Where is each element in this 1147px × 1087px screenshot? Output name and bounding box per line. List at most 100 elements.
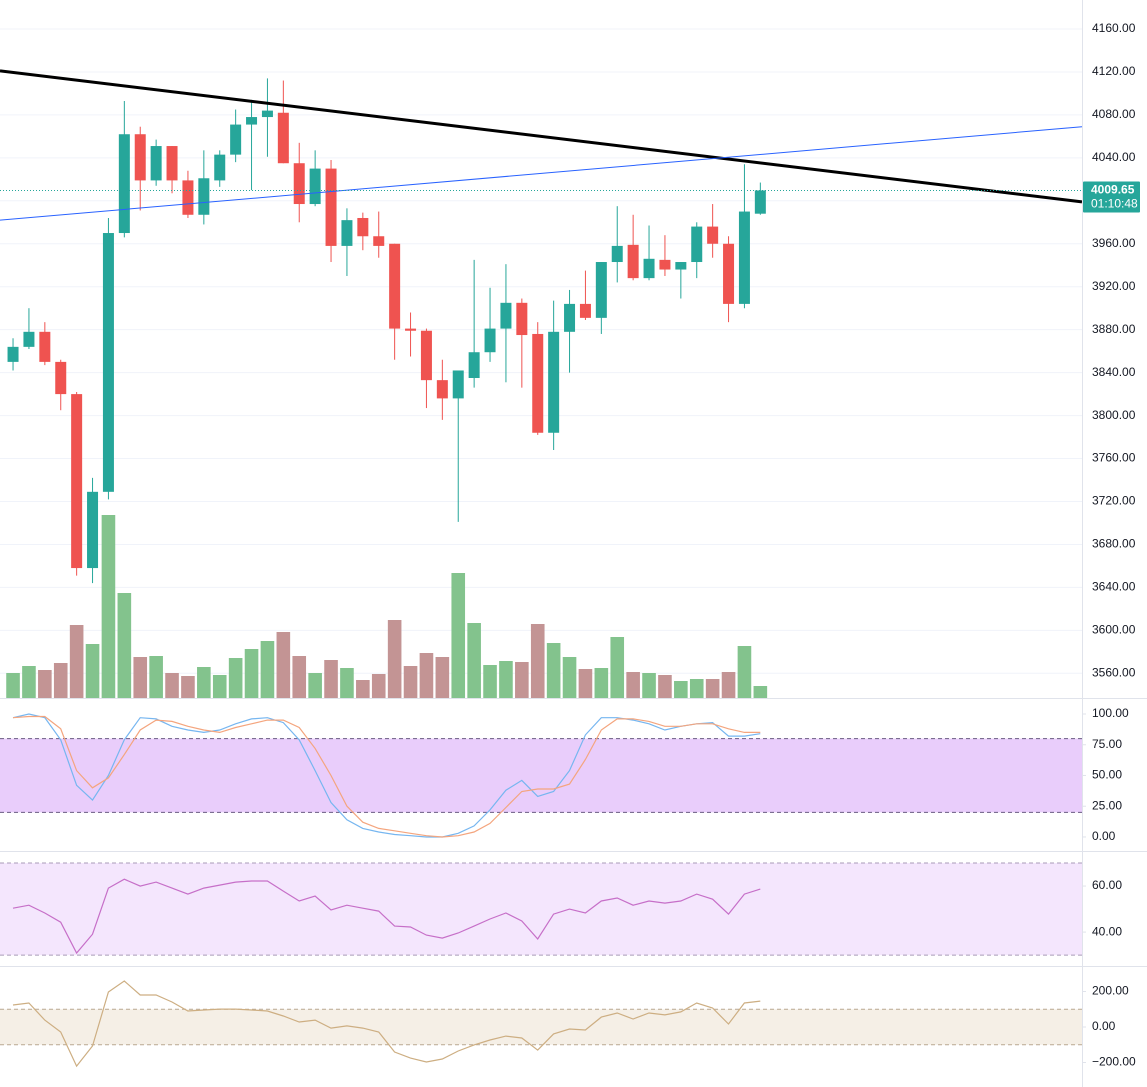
candle-body: [468, 352, 480, 378]
volume-bar: [356, 680, 370, 698]
candle-body: [198, 178, 210, 215]
volume-bar: [133, 657, 148, 698]
volume-bar: [578, 669, 593, 698]
volume-bar: [610, 637, 625, 698]
candle-body: [309, 168, 321, 205]
candle-body: [500, 302, 512, 329]
y-tick-label: 75.00: [1092, 737, 1122, 751]
volume-bar: [149, 656, 163, 698]
y-tick-label: 4040.00: [1092, 150, 1136, 164]
y-tick-label: 0.00: [1092, 829, 1116, 843]
candle-body: [55, 361, 67, 395]
indicator-line: [12, 713, 761, 838]
trend-line: [0, 69, 1083, 204]
volume-bar: [594, 668, 609, 698]
y-tick-label: 4120.00: [1092, 64, 1136, 78]
volume-bar: [340, 668, 354, 698]
candle-body: [643, 258, 655, 279]
volume-bar: [642, 673, 656, 698]
candle-body: [707, 226, 719, 244]
candle-body: [230, 124, 242, 155]
volume-bar: [515, 662, 529, 698]
y-tick-label: 3720.00: [1092, 494, 1136, 508]
candle-body: [484, 328, 496, 353]
volume-bar: [85, 644, 100, 698]
candle-body: [595, 262, 607, 318]
volume-bar: [499, 661, 513, 698]
last-price-box: [1083, 181, 1140, 213]
volume-bar: [181, 676, 195, 698]
volume-bar: [530, 624, 545, 698]
candle-body: [134, 134, 146, 181]
last-price-label: 4009.65: [1091, 183, 1135, 197]
volume-bar: [6, 673, 20, 698]
volume-bar: [292, 656, 307, 698]
candle-body: [548, 331, 560, 433]
indicator-line: [12, 715, 761, 838]
volume-bar: [705, 679, 720, 698]
volume-bar: [403, 666, 418, 698]
plot-area: [0, 28, 1083, 1068]
y-tick-label: 50.00: [1092, 768, 1122, 782]
y-tick-label: 25.00: [1092, 798, 1122, 812]
candle-body: [532, 333, 544, 433]
candle-body: [659, 259, 671, 270]
trend-line: [0, 126, 1083, 221]
candle-body: [325, 168, 337, 246]
candle-body: [71, 394, 83, 569]
volume-bar: [38, 670, 52, 698]
candle-body: [754, 190, 766, 214]
volume-bar: [674, 681, 688, 698]
y-tick-label: 4160.00: [1092, 21, 1136, 35]
y-tick-label: 3640.00: [1092, 580, 1136, 594]
candle-body: [373, 236, 385, 246]
indicator-band: [0, 738, 1082, 813]
y-tick-label: 4080.00: [1092, 107, 1136, 121]
volume-bar: [244, 649, 259, 698]
candle-body: [277, 112, 289, 164]
volume-bar: [435, 657, 450, 698]
countdown-label: 01:10:48: [1091, 197, 1138, 211]
volume-bar: [101, 515, 116, 698]
volume-bar: [228, 658, 243, 698]
candle-body: [118, 134, 130, 234]
y-tick-label: 60.00: [1092, 878, 1122, 892]
volume-bar: [689, 679, 704, 698]
volume-bar: [721, 672, 736, 698]
y-tick-label: 100.00: [1092, 706, 1129, 720]
volume-bar: [212, 675, 227, 698]
volume-bar: [562, 657, 577, 698]
volume-bar: [658, 675, 672, 698]
y-tick-label: 3600.00: [1092, 623, 1136, 637]
candle-body: [691, 226, 703, 263]
axis-area: [1082, 0, 1147, 1087]
volume-bar: [165, 673, 179, 698]
candle-body: [627, 244, 639, 279]
volume-bar: [626, 672, 640, 698]
volume-bar: [546, 643, 561, 698]
indicator-line: [12, 980, 761, 1068]
y-tick-label: 0.00: [1092, 1019, 1116, 1033]
volume-bar: [308, 673, 322, 698]
indicator-line: [12, 878, 761, 955]
y-tick-label: −200.00: [1092, 1055, 1136, 1069]
y-tick-label: 3880.00: [1092, 322, 1136, 336]
candle-body: [150, 146, 162, 181]
y-tick-label: 200.00: [1092, 984, 1129, 998]
y-tick-label: 3760.00: [1092, 451, 1136, 465]
candle-body: [675, 262, 687, 270]
y-tick-label: 3920.00: [1092, 279, 1136, 293]
candle-body: [420, 330, 432, 381]
candle-body: [182, 180, 194, 215]
candle-body: [39, 331, 51, 362]
y-tick-label: 3960.00: [1092, 236, 1136, 250]
candle-body: [357, 217, 369, 237]
candle-body: [341, 220, 353, 246]
indicator-band: [0, 1009, 1082, 1045]
volume-bar: [419, 653, 434, 698]
candle-body: [246, 117, 258, 125]
candle-body: [452, 370, 464, 399]
volume-bar: [324, 660, 338, 698]
